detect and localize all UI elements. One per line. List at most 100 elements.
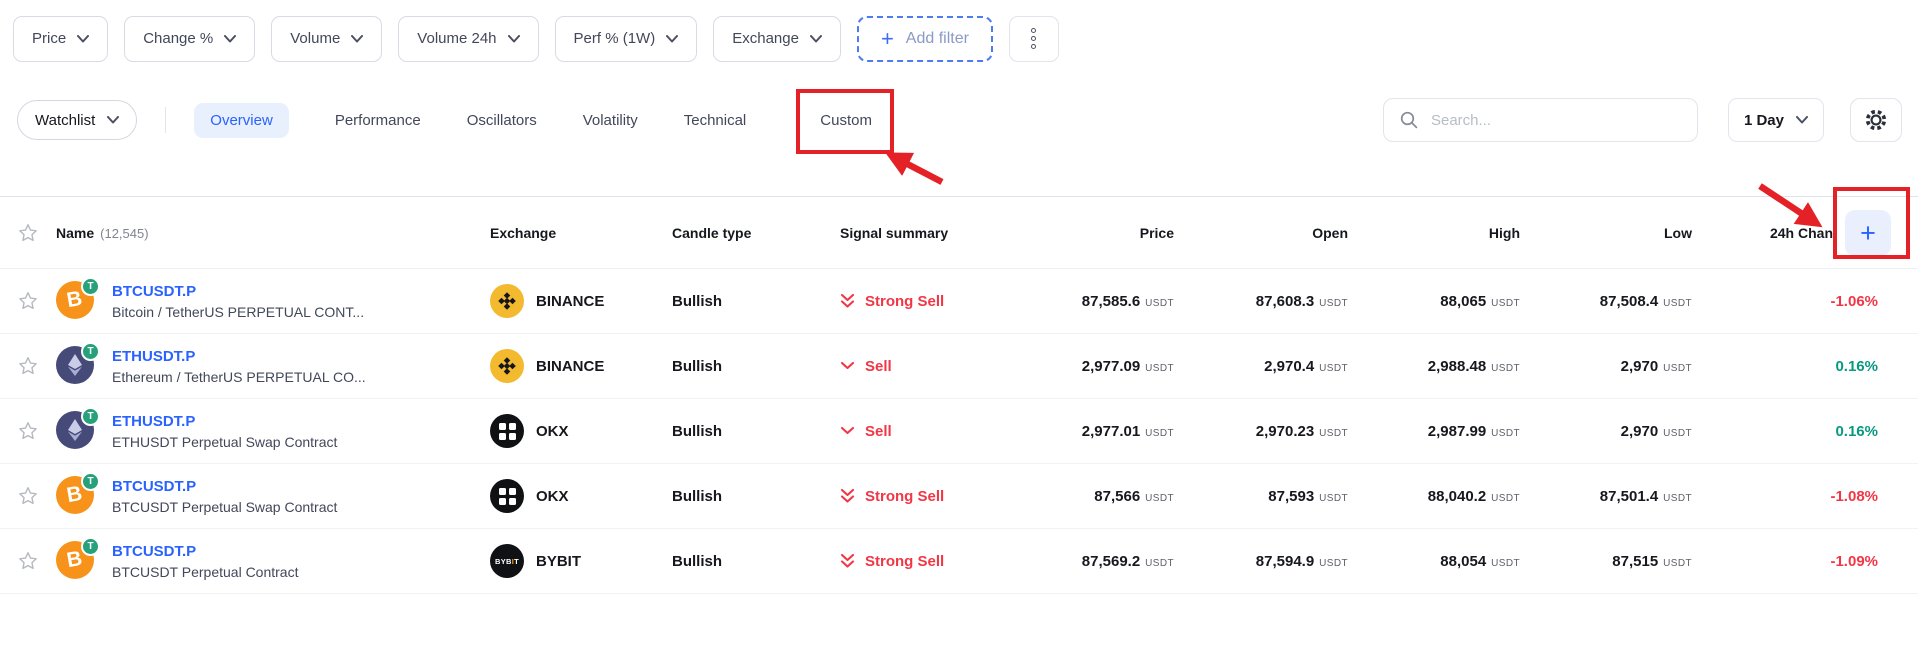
tab-volatility[interactable]: Volatility (582, 111, 638, 129)
tab-performance[interactable]: Performance (334, 111, 421, 129)
high-cell: 88,040.2 USDT (1427, 487, 1520, 505)
column-header-candle-type[interactable]: Candle type (672, 224, 752, 241)
add-filter-button[interactable]: + Add filter (856, 15, 993, 62)
symbol-count: (12,545) (100, 225, 149, 241)
price-cell: 87,569.2 USDT (1081, 552, 1174, 570)
signal-strong-extra (840, 300, 855, 308)
low-cell: 2,970 USDT (1620, 357, 1692, 375)
column-header-name[interactable]: Name (12,545) (56, 224, 149, 241)
change-value: -1.09% (1830, 552, 1878, 570)
kebab-menu-icon (1031, 28, 1037, 33)
symbol-description: BTCUSDT Perpetual Swap Contract (112, 498, 338, 515)
low-cell: 2,970 USDT (1620, 422, 1692, 440)
screener-toolbar: Watchlist Overview Performance Oscillato… (0, 88, 1918, 185)
symbol-description: Ethereum / TetherUS PERPETUAL CO... (112, 368, 366, 385)
symbol-link[interactable]: BTCUSDT.P (112, 542, 197, 560)
chevron-down-icon (351, 34, 364, 42)
signal-label: Strong Sell (865, 487, 945, 505)
symbol-link[interactable]: BTCUSDT.P (112, 282, 197, 300)
filter-label: Perf % (1W) (573, 30, 656, 47)
column-header-change[interactable]: 24h Chan (1769, 224, 1833, 241)
high-cell: 88,054 USDT (1440, 552, 1520, 570)
table-row[interactable]: T ETHUSDT.P Ethereum / TetherUS PERPETUA… (0, 334, 1918, 399)
tab-technical[interactable]: Technical (683, 111, 747, 129)
filter-bar: Price Change % Volume Volume 24h Perf % … (0, 0, 1918, 62)
add-filter-label: Add filter (905, 29, 969, 47)
filter-price-button[interactable]: Price (13, 15, 109, 62)
table-row[interactable]: B T BTCUSDT.P BTCUSDT Perpetual Swap Con… (0, 464, 1918, 529)
column-header-high[interactable]: High (1488, 224, 1520, 241)
candle-type: Bullish (672, 487, 723, 505)
change-value: -1.06% (1830, 292, 1878, 310)
signal-label: Strong Sell (865, 292, 945, 310)
high-cell: 2,988.48 USDT (1427, 357, 1520, 375)
search-icon (1400, 111, 1418, 129)
low-cell: 87,501.4 USDT (1599, 487, 1692, 505)
filter-perf-button[interactable]: Perf % (1W) (554, 15, 698, 62)
favorite-star-icon[interactable] (17, 355, 39, 377)
watchlist-dropdown[interactable]: Watchlist (17, 100, 138, 140)
filter-volume-button[interactable]: Volume (271, 15, 383, 62)
binance-logo-icon (490, 349, 524, 383)
eth-coin-icon: T (56, 342, 100, 386)
signal-label: Strong Sell (865, 552, 945, 570)
filter-label: Price (32, 30, 67, 47)
exchange-name: OKX (536, 422, 569, 440)
more-options-button[interactable] (1008, 15, 1059, 62)
interval-dropdown[interactable]: 1 Day (1727, 98, 1824, 142)
price-cell: 2,977.01 USDT (1081, 422, 1174, 440)
tab-overview[interactable]: Overview (194, 102, 289, 138)
table-row[interactable]: T ETHUSDT.P ETHUSDT Perpetual Swap Contr… (0, 399, 1918, 464)
filter-label: Volume 24h (417, 30, 497, 47)
tether-badge-icon: T (81, 342, 100, 361)
favorite-star-icon[interactable] (17, 420, 39, 442)
signal-strong-extra (840, 560, 855, 568)
filter-volume24h-button[interactable]: Volume 24h (398, 15, 539, 62)
chevron-down-icon (107, 116, 120, 124)
filter-label: Change % (143, 30, 214, 47)
column-header-open[interactable]: Open (1312, 224, 1348, 241)
change-value: 0.16% (1835, 357, 1878, 375)
favorite-star-icon[interactable] (17, 290, 39, 312)
favorite-star-icon[interactable] (17, 550, 39, 572)
symbol-link[interactable]: BTCUSDT.P (112, 477, 197, 495)
search-input[interactable] (1430, 111, 1681, 129)
open-cell: 87,593 USDT (1268, 487, 1348, 505)
settings-button[interactable] (1850, 98, 1902, 142)
high-cell: 2,987.99 USDT (1427, 422, 1520, 440)
filter-label: Volume (290, 30, 341, 47)
symbol-link[interactable]: ETHUSDT.P (112, 347, 196, 365)
tab-oscillators[interactable]: Oscillators (466, 111, 537, 129)
column-header-signal-summary[interactable]: Signal summary (840, 224, 949, 241)
change-value: -1.08% (1830, 487, 1878, 505)
change-value: 0.16% (1835, 422, 1878, 440)
add-column-button[interactable]: + (1845, 210, 1891, 256)
filter-exchange-button[interactable]: Exchange (713, 15, 841, 62)
sell-icon (840, 361, 855, 370)
table-row[interactable]: B T BTCUSDT.P BTCUSDT Perpetual Contract… (0, 529, 1918, 594)
chevron-down-icon (809, 34, 822, 42)
favorite-star-icon[interactable] (17, 485, 39, 507)
symbol-description: ETHUSDT Perpetual Swap Contract (112, 433, 338, 450)
table-row[interactable]: B T BTCUSDT.P Bitcoin / TetherUS PERPETU… (0, 269, 1918, 334)
tab-custom[interactable]: Custom (820, 111, 872, 129)
signal-label: Sell (865, 357, 892, 375)
open-cell: 87,594.9 USDT (1255, 552, 1348, 570)
column-header-exchange[interactable]: Exchange (490, 224, 557, 241)
signal-label: Sell (865, 422, 892, 440)
strong-sell-icon (840, 488, 855, 503)
symbol-link[interactable]: ETHUSDT.P (112, 412, 196, 430)
exchange-name: BYBIT (536, 552, 581, 570)
watchlist-label: Watchlist (35, 111, 96, 129)
chevron-down-icon (224, 34, 237, 42)
star-header-icon[interactable] (17, 222, 39, 244)
column-header-price[interactable]: Price (1139, 224, 1174, 241)
btc-coin-icon: B T (56, 472, 100, 516)
open-cell: 87,608.3 USDT (1255, 292, 1348, 310)
plus-icon: + (880, 25, 894, 51)
candle-type: Bullish (672, 292, 723, 310)
filter-change-button[interactable]: Change % (124, 15, 256, 62)
price-cell: 87,566 USDT (1094, 487, 1174, 505)
column-header-low[interactable]: Low (1664, 224, 1692, 241)
symbol-description: Bitcoin / TetherUS PERPETUAL CONT... (112, 303, 365, 320)
